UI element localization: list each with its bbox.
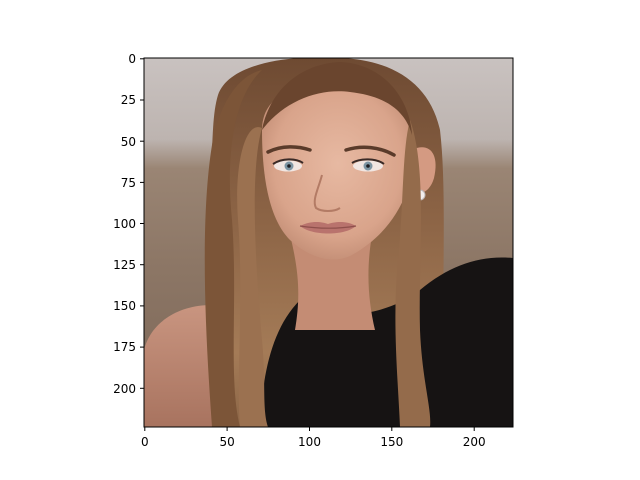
y-tick-label: 100: [113, 217, 136, 231]
x-tick-label: 100: [298, 435, 321, 449]
y-tick-label: 25: [121, 93, 136, 107]
axes-frame: [143, 57, 514, 428]
x-tick-label: 50: [219, 435, 234, 449]
portrait-image: [144, 58, 513, 427]
x-tick-label: 200: [463, 435, 486, 449]
x-tick-label: 150: [380, 435, 403, 449]
y-tick-label: 0: [128, 52, 136, 66]
y-tick-label: 200: [113, 382, 136, 396]
y-tick-label: 50: [121, 135, 136, 149]
y-axis: 0 25 50 75 100 125 150 175 200: [113, 52, 144, 396]
x-axis: 0 50 100 150 200: [141, 427, 486, 449]
y-tick-label: 75: [121, 176, 136, 190]
x-tick-label: 0: [141, 435, 149, 449]
y-tick-label: 150: [113, 299, 136, 313]
y-tick-label: 175: [113, 340, 136, 354]
y-tick-label: 125: [113, 258, 136, 272]
